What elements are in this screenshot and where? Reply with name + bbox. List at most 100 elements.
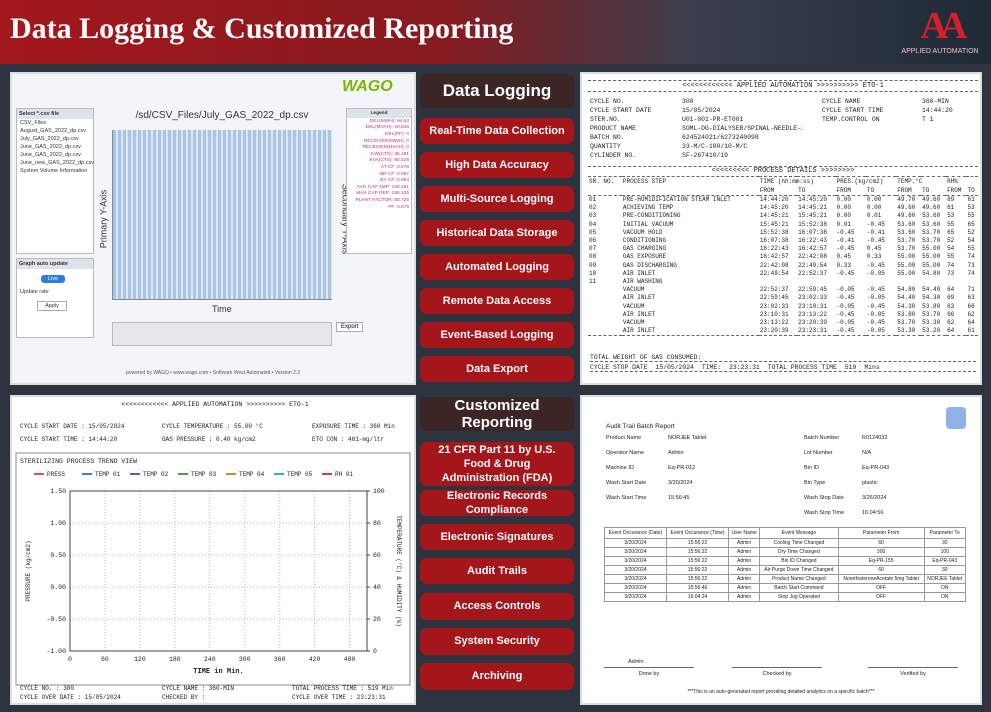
file-item: June_GAS_2022_dp.csv <box>20 152 81 158</box>
cell: -0.45 <box>836 310 855 318</box>
cell: AIR INLET <box>622 310 656 318</box>
cell: 53.80 <box>922 302 941 310</box>
cell: PRE-HUMIDIFICATION STEAM INLET <box>622 196 731 203</box>
cell: 73 <box>947 269 955 277</box>
signature-label: Checked by <box>762 671 792 677</box>
cell: 65 <box>947 228 955 236</box>
cell: 53 <box>947 212 955 220</box>
cell <box>921 278 946 286</box>
cell: ON <box>923 592 966 602</box>
legend-item: BR CF: 0.997 <box>379 171 409 177</box>
field-value: 16:04:56 <box>862 510 884 516</box>
legend-item: DEL(PF): 0 <box>385 131 409 137</box>
stop-field: TIME: <box>701 364 722 371</box>
legend-item: MAX CAP REP: 195.105 <box>356 191 409 197</box>
y-tick-label: -1.00 <box>46 648 66 655</box>
cell: 03 <box>589 212 597 220</box>
column-header: RH% <box>947 178 958 185</box>
process-row: 03 PRE-CONDITIONING 14:45:21 15:45:21 0.00 0.… <box>588 212 978 220</box>
y-tick-label: 0.00 <box>50 584 66 591</box>
signature-line <box>732 667 822 668</box>
column-header: Event Message <box>759 527 839 539</box>
y2-tick-label: 20 <box>373 616 381 623</box>
section-header: Customized Reporting <box>420 397 574 431</box>
legend-item: PF: 0.979 <box>388 204 409 210</box>
cell: PRE-CONDITIONING <box>622 212 681 220</box>
field-label: CYCLE NO. <box>590 98 625 105</box>
cell: 60 <box>837 565 925 575</box>
cell: Product Name Changed <box>759 574 839 584</box>
cell <box>836 278 866 286</box>
cell: 02 <box>589 204 597 212</box>
cell: 16:07:38 <box>759 237 789 245</box>
x-tick-label: 480 <box>344 656 356 663</box>
cell: GAS CHARGING <box>622 245 667 253</box>
field-value: N/A <box>862 450 872 456</box>
cell: -0.41 <box>866 228 885 236</box>
y-tick-label: -0.50 <box>46 616 66 623</box>
legend-label: TEMP 03 <box>191 471 217 478</box>
header-row: SR. NO. PROCESS STEP TIME (hh:mm:ss) PRES.(… <box>588 177 978 187</box>
cell: 22:42:08 <box>759 261 789 269</box>
cell: CONDITIONING <box>622 237 667 245</box>
field-value: R0124032 <box>862 435 888 441</box>
cell: 22:49:54 <box>759 269 789 277</box>
cell: 16:42:57 <box>798 245 827 253</box>
field: CYCLE START DATE : 15/05/2024 <box>20 423 125 430</box>
cell: 05 <box>589 228 597 236</box>
cell: 22:52:37 <box>798 269 827 277</box>
signer: Admin <box>628 659 644 665</box>
header-row: FROM TO FROM TO FROM TO FROM TO <box>588 186 978 196</box>
cell <box>588 327 622 336</box>
file-item: June_new_GAS_2022_dp.csv <box>20 160 94 166</box>
cell: 53.70 <box>897 245 916 253</box>
cell: 61 <box>947 204 955 212</box>
process-row: VACUUM 23:13:22 23:20:39 -0.05 -0.45 53.70 53.… <box>588 319 978 327</box>
cell: 53.60 <box>922 212 941 220</box>
audit-row: 3/20/2024 15:56:46 Admin Batch Start Comman… <box>604 583 966 593</box>
cell: 23:10:31 <box>798 302 827 310</box>
x-axis-title: TIME in Min. <box>193 668 243 676</box>
field-label: CYLINDER NO. <box>590 152 637 159</box>
stop-field: CYCLE STOP DATE <box>590 364 648 371</box>
header-row: Event Occurance (Date) Event Occurance (T… <box>604 527 966 539</box>
cell: 22:59:45 <box>759 294 789 302</box>
file-item: System Volume Information <box>20 168 88 174</box>
legend-item: KW(CTS): 35.191 <box>371 151 409 157</box>
audit-row: 3/20/2024 15:56:22 Admin Air Purge Down Tim… <box>604 565 966 575</box>
cell: 14:45:20 <box>798 196 827 203</box>
cell: 53.20 <box>922 327 941 335</box>
cell: 53.70 <box>897 237 916 245</box>
legend-item: RECEIVED(MVAH): 0 <box>362 145 409 151</box>
subcolumn-header: TO <box>967 187 975 194</box>
cell: 06 <box>589 237 597 245</box>
trend-chart: STERILIZING PROCESS TREND VIEW PRESS TEMP … <box>15 452 411 686</box>
cell: 15:56:46 <box>665 583 730 593</box>
feature-button: Real-Time Data Collection <box>420 118 574 144</box>
cell: 53.60 <box>897 228 916 236</box>
field: ETO CON : 461-mg/ltr <box>312 436 385 443</box>
field: CYCLE START TIME : 14:44:20 <box>20 436 118 443</box>
field-label: Lot Number <box>804 450 833 456</box>
cell: 0.33 <box>836 261 851 269</box>
footer-field: CYCLE OVER DATE : 15/05/2024 <box>20 694 121 701</box>
banner: <<<<<<<<<<<< APPLIED AUTOMATION >>>>>>>>… <box>121 401 309 408</box>
cell: -0.05 <box>866 294 885 302</box>
legend-item: DEL(MWH): 94.63 <box>369 118 409 124</box>
cell: 23:02:33 <box>798 294 827 302</box>
cell: 53.70 <box>922 310 941 318</box>
legend-item: PLANT FACTOR: 80.725 <box>355 197 409 203</box>
cell: 0.00 <box>836 196 851 203</box>
field-value: Admin <box>668 450 684 456</box>
y-tick-label: 0.50 <box>50 552 66 559</box>
field-label: Wash Start Date <box>606 480 647 486</box>
column-header: Event Occurance (Date) <box>604 527 667 539</box>
feature-button: Access Controls <box>420 593 574 620</box>
cell: -0.45 <box>866 319 885 327</box>
cell <box>759 278 797 286</box>
field-value: 3/20/2024 <box>668 480 693 486</box>
cell <box>946 278 966 286</box>
cell: -0.05 <box>836 302 855 310</box>
field-label: Operator Name <box>606 450 644 456</box>
cell: 0.00 <box>836 204 851 212</box>
